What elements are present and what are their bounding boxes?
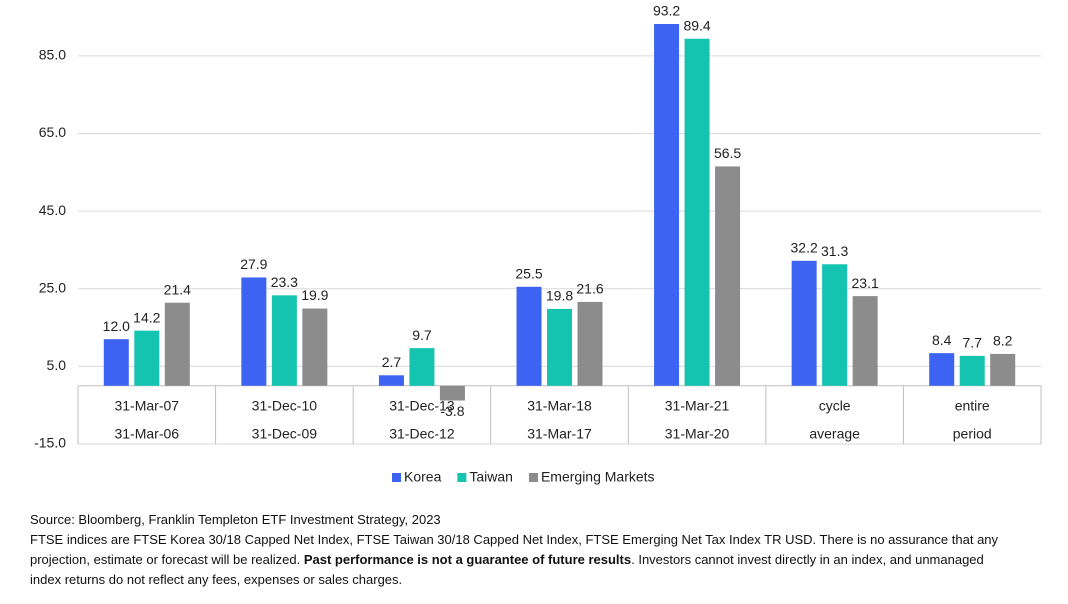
bar (791, 260, 817, 386)
bar (715, 166, 741, 386)
bar (990, 353, 1016, 386)
data-label: 23.3 (271, 274, 298, 290)
bar (271, 295, 297, 386)
x-tick-label: 31-Dec-10 (252, 398, 318, 414)
data-label: 21.4 (164, 281, 191, 297)
data-label: 32.2 (791, 239, 818, 255)
legend: Korea Taiwan Emerging Markets (392, 469, 655, 485)
bar (822, 264, 848, 386)
x-tick-label: 31-Dec-12 (389, 426, 455, 442)
x-tick-label: period (953, 426, 992, 442)
bar (378, 375, 404, 386)
bar (439, 385, 465, 401)
footnote-text: index returns do not reflect any fees, e… (30, 572, 402, 587)
footnote-text: Source: Bloomberg, Franklin Templeton ET… (30, 512, 441, 527)
bar (103, 339, 129, 386)
data-label: 93.2 (653, 3, 680, 19)
x-tick-label: 31-Mar-21 (665, 398, 730, 414)
footnote: FTSE indices are FTSE Korea 30/18 Capped… (30, 532, 999, 547)
data-label: 12.0 (103, 318, 130, 334)
x-tick-label: entire (955, 398, 990, 414)
data-label: 19.9 (301, 287, 328, 303)
bar (547, 308, 572, 386)
data-label: 9.7 (412, 327, 432, 343)
bar (134, 330, 160, 386)
bar (164, 302, 190, 386)
x-tick-label: 31-Mar-17 (527, 426, 592, 442)
data-label: 89.4 (683, 17, 710, 33)
y-tick-label: 45.0 (39, 202, 66, 218)
data-label: 19.8 (546, 288, 573, 304)
y-tick-label: 25.0 (39, 279, 66, 295)
data-label: 14.2 (133, 309, 160, 325)
x-tick-label: 31-Mar-20 (665, 426, 730, 442)
legend-swatch (457, 473, 467, 482)
legend-swatch (528, 473, 538, 482)
bar (302, 308, 328, 386)
data-label: 56.5 (714, 145, 741, 161)
y-tick-label: -15.0 (34, 435, 66, 451)
x-tick-label: 31-Mar-07 (114, 398, 179, 414)
bar (577, 301, 603, 386)
bar (241, 277, 267, 386)
bar (959, 355, 985, 386)
data-label: 31.3 (821, 243, 848, 259)
x-tick-label: 31-Dec-13 (389, 398, 455, 414)
footnote-text: FTSE indices are FTSE Korea 30/18 Capped… (30, 532, 999, 547)
bar (409, 348, 435, 386)
data-label: -3.8 (440, 403, 464, 419)
data-label: 25.5 (515, 265, 542, 281)
bar (852, 296, 878, 386)
y-tick-label: 65.0 (39, 124, 66, 140)
x-tick-label: 31-Dec-09 (252, 426, 318, 442)
data-label: 2.7 (382, 354, 402, 370)
x-tick-label: 31-Mar-06 (114, 426, 179, 442)
y-tick-label: 5.0 (47, 357, 67, 373)
data-label: 7.7 (962, 335, 982, 351)
footnote-text: projection, estimate or forecast will be… (30, 552, 304, 567)
bar (654, 23, 680, 386)
data-label: 21.6 (576, 281, 603, 297)
footnote: projection, estimate or forecast will be… (30, 552, 984, 567)
bar (684, 38, 710, 386)
bar (929, 353, 955, 386)
legend-swatch (392, 473, 401, 482)
footnote: index returns do not reflect any fees, e… (30, 572, 402, 587)
x-tick-label: average (809, 426, 860, 442)
y-tick-label: 85.0 (39, 47, 66, 63)
footnote-text: Past performance is not a guarantee of f… (304, 552, 631, 567)
data-label: 8.4 (932, 332, 952, 348)
data-label: 8.2 (993, 333, 1013, 349)
legend-label: Taiwan (469, 469, 513, 485)
data-label: 27.9 (240, 256, 267, 272)
legend-label: Korea (404, 469, 442, 485)
legend-label: Emerging Markets (541, 469, 655, 485)
footnote: Source: Bloomberg, Franklin Templeton ET… (30, 512, 441, 527)
data-label: 23.1 (852, 275, 879, 291)
x-tick-label: 31-Mar-18 (527, 398, 592, 414)
x-tick-label: cycle (819, 398, 851, 414)
bar (516, 286, 542, 386)
footnote-text: . Investors cannot invest directly in an… (631, 552, 984, 567)
